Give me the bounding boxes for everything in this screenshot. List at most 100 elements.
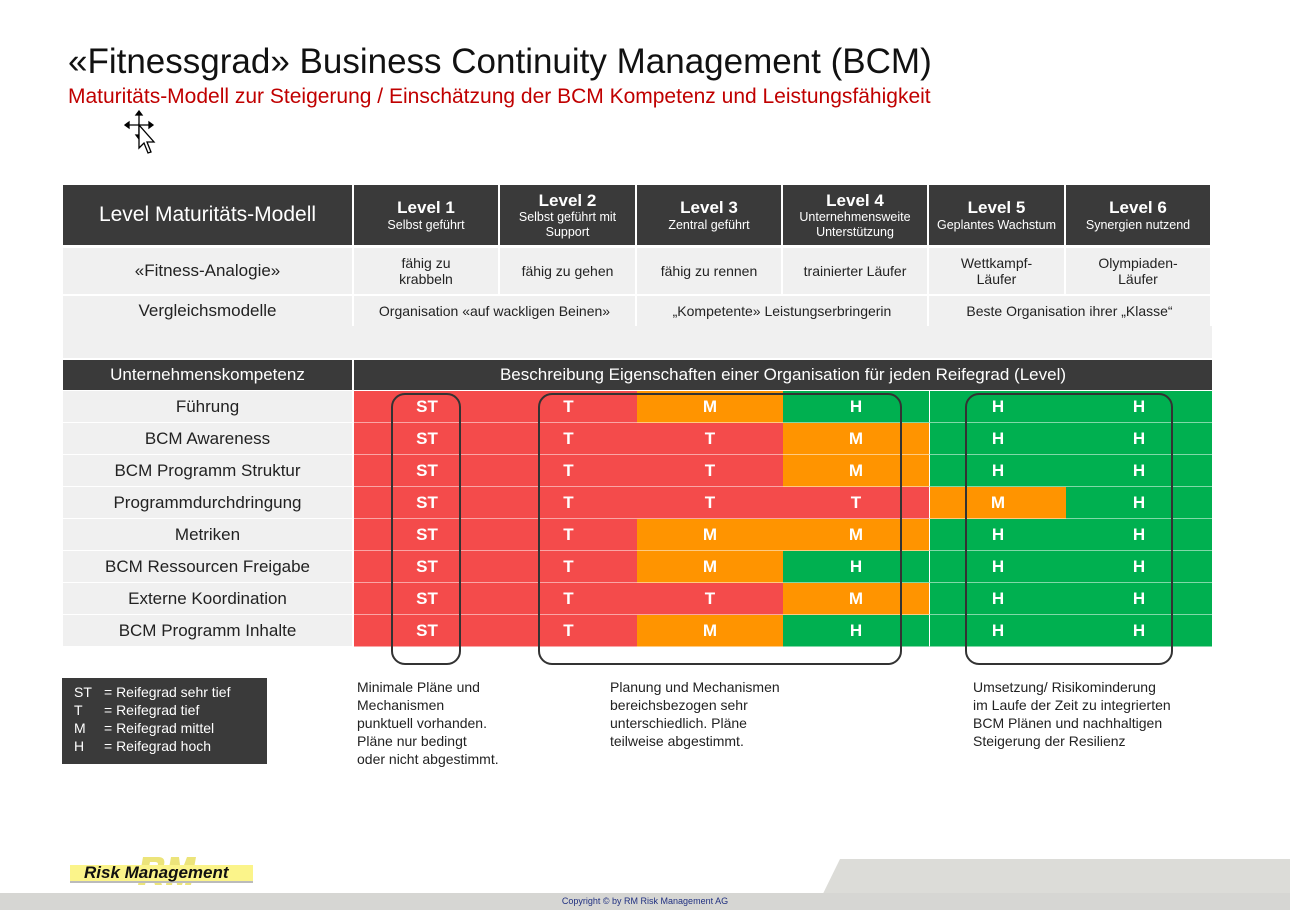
maturity-cell: H [1066,487,1212,519]
maturity-cell: T [500,423,637,455]
level-subtitle: Geplantes Wachstum [936,217,1057,232]
maturity-cell: H [783,391,929,423]
row-label: BCM Programm Struktur [63,455,354,487]
row-label: Metriken [63,519,354,551]
level-name: Level 2 [538,190,597,210]
level2-4-highlight-frame [538,393,902,665]
maturity-cell: M [783,519,929,551]
maturity-cell: ST [354,391,500,423]
maturity-cell: ST [354,423,500,455]
maturity-cell: H [929,391,1066,423]
fitness-value: trainierter Läufer [783,248,929,294]
level-subtitle: Selbst geführt [387,217,465,232]
row-label: Führung [63,391,354,423]
maturity-cell: T [500,391,637,423]
maturity-cell: H [1066,583,1212,615]
level-subtitle: Selbst geführt mit Support [518,210,617,239]
legend-text: = Reifegrad hoch [104,738,212,754]
legend-key: H [74,738,85,754]
maturity-cell: ST [354,583,500,615]
level-header-6: Level 6 Synergien nutzend [1066,185,1212,245]
maturity-cell: H [929,519,1066,551]
spacer-row [63,326,1212,358]
level-header-3: Level 3 Zentral geführt [637,185,783,245]
footer-band [0,859,1290,910]
maturity-cell: T [500,455,637,487]
section-left: Unternehmenskompetenz [63,360,354,390]
level-name: Level 1 [397,198,455,218]
maturity-cell: T [500,487,637,519]
vergleich-value: Organisation «auf wackligen Beinen» [354,296,637,326]
level5-6-highlight-frame [965,393,1173,665]
maturity-cell: H [929,615,1066,647]
maturity-cell: M [637,391,783,423]
maturity-cell: M [637,551,783,583]
maturity-cell: H [1066,519,1212,551]
level-header-5: Level 5 Geplantes Wachstum [929,185,1066,245]
level-header-4: Level 4 Unternehmensweite Unterstützung [783,185,929,245]
maturity-cell: H [929,455,1066,487]
level-header-2: Level 2 Selbst geführt mit Support [500,185,637,245]
row-label: Externe Koordination [63,583,354,615]
level-subtitle: Unternehmensweite Unterstützung [799,210,911,239]
row-label: BCM Programm Inhalte [63,615,354,647]
legend-key: ST [74,684,92,700]
maturity-cell: M [783,583,929,615]
legend-key: T [74,702,83,718]
row-label: BCM Awareness [63,423,354,455]
page-subtitle: Maturitäts-Modell zur Steigerung / Einsc… [68,85,931,108]
level-name: Level 4 [826,190,884,210]
legend-item: T = Reifegrad tief [74,701,267,719]
maturity-cell: ST [354,519,500,551]
maturity-cell: M [637,519,783,551]
maturity-cell: T [637,423,783,455]
level-name: Level 6 [1109,198,1167,218]
maturity-cell: H [1066,455,1212,487]
maturity-cell: T [637,583,783,615]
description-level1: Minimale Pläne und Mechanismen punktuell… [357,679,499,767]
header-label: Level Maturitäts-Modell [63,185,354,245]
maturity-cell: T [500,551,637,583]
level-name: Level 3 [680,198,738,218]
level1-highlight-frame [391,393,461,665]
maturity-cell: H [929,423,1066,455]
maturity-cell: M [637,615,783,647]
maturity-cell: M [783,455,929,487]
row-label: Programmdurchdringung [63,487,354,519]
legend-text: = Reifegrad tief [104,702,200,718]
maturity-cell: H [1066,391,1212,423]
maturity-cell: T [637,455,783,487]
vergleich-value: „Kompetente» Leistungserbringerin [637,296,929,326]
maturity-cell: H [1066,615,1212,647]
legend-item: H = Reifegrad hoch [74,737,267,755]
level-subtitle: Synergien nutzend [1085,217,1191,232]
legend-text: = Reifegrad mittel [104,720,215,736]
maturity-cell: ST [354,551,500,583]
maturity-cell: T [637,487,783,519]
section-right: Beschreibung Eigenschaften einer Organis… [354,360,1212,390]
legend-item: M = Reifegrad mittel [74,719,267,737]
description-level5-6: Umsetzung/ Risikominderung im Laufe der … [973,679,1171,749]
fitness-label: «Fitness-Analogie» [63,248,354,294]
legend: ST = Reifegrad sehr tief T = Reifegrad tief… [62,678,267,764]
logo-text: Risk Management [84,863,229,882]
maturity-cell: M [783,423,929,455]
fitness-value: Wettkampf-Läufer [929,248,1066,294]
maturity-cell: H [783,615,929,647]
maturity-cell: T [500,583,637,615]
legend-key: M [74,720,86,736]
maturity-cell: T [783,487,929,519]
legend-item: ST = Reifegrad sehr tief [74,683,267,701]
level-subtitle: Zentral geführt [668,217,750,232]
fitness-value: fähig zu gehen [500,248,637,294]
level-header-1: Level 1 Selbst geführt [354,185,500,245]
row-label: BCM Ressourcen Freigabe [63,551,354,583]
maturity-cell: T [500,519,637,551]
maturity-cell: H [783,551,929,583]
maturity-cell: H [1066,551,1212,583]
legend-text: = Reifegrad sehr tief [104,684,231,700]
maturity-cell: T [500,615,637,647]
maturity-cell: H [929,551,1066,583]
maturity-cell: H [1066,423,1212,455]
copyright: Copyright © by RM Risk Management AG [561,896,729,906]
